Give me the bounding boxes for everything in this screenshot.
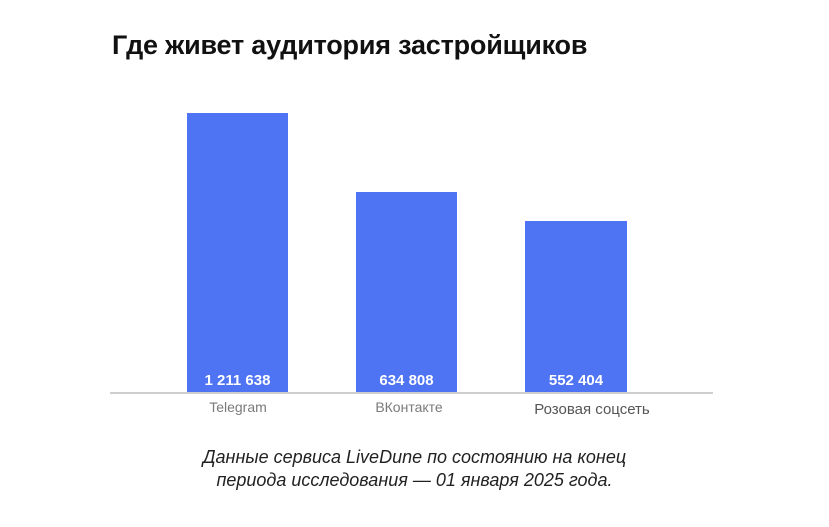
footnote-line-1: Данные сервиса LiveDune по состоянию на … [202, 447, 627, 467]
footnote: Данные сервиса LiveDune по состоянию на … [0, 446, 829, 492]
category-label-telegram: Telegram [209, 399, 267, 415]
category-label-vkontakte: ВКонтакте [375, 399, 443, 415]
chart-title: Где живет аудитория застройщиков [112, 30, 588, 60]
bar-value-label: 1 211 638 [204, 372, 271, 389]
bar-value-label: 552 404 [548, 372, 604, 389]
bar-vkontakte: 634 808 [356, 192, 457, 393]
bar-telegram: 1 211 638 [187, 113, 288, 393]
x-axis-line [110, 392, 713, 394]
bar-pink-social: 552 404 [525, 221, 627, 393]
footnote-line-2: периода исследования — 01 января 2025 го… [216, 470, 613, 490]
bar-value-label: 634 808 [379, 372, 434, 389]
category-label-pink-social: Розовая соцсеть [534, 401, 650, 418]
